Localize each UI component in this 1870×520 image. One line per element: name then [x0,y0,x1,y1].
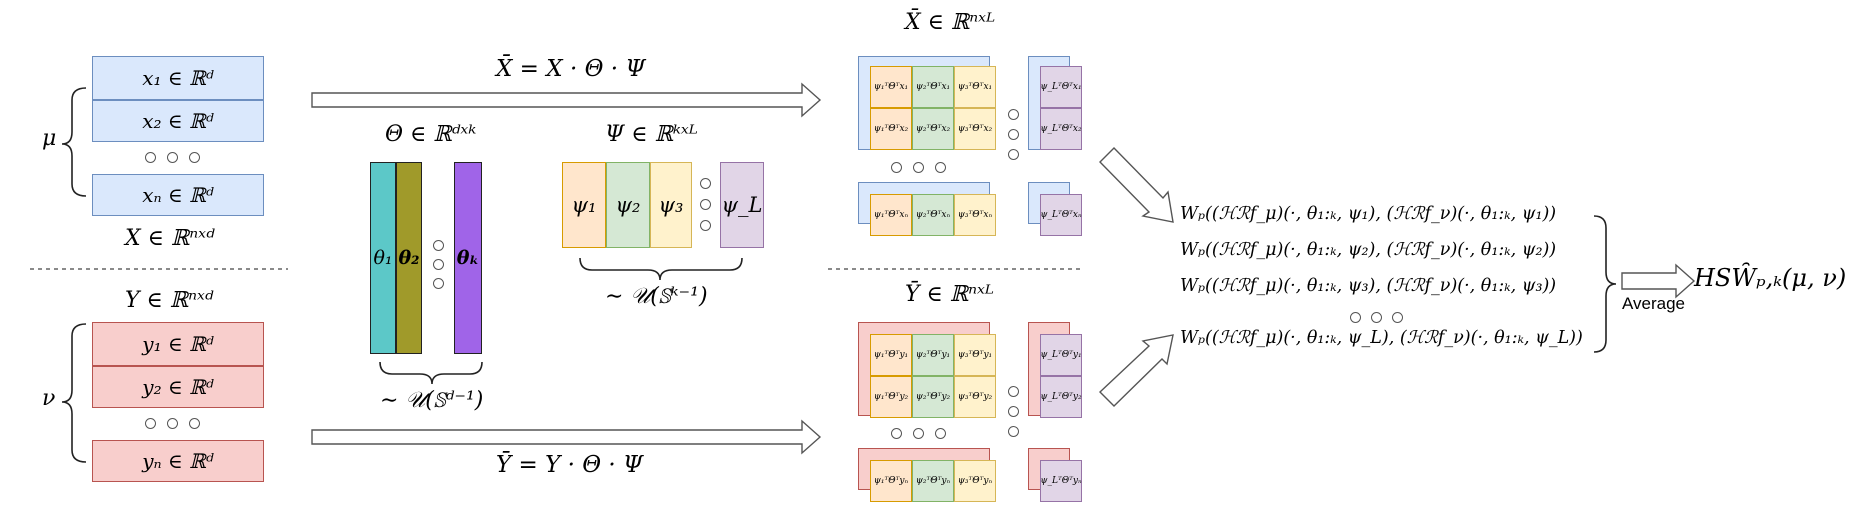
xbar-col-ellipsis-dot [1008,109,1019,120]
x-matrix-label: X ∈ ℝⁿˣᵈ [125,226,215,251]
psi-brace [579,257,743,281]
xbar-row-ellipsis-dot [935,162,946,173]
xbar-cell: ψ₂ᵀΘᵀx₁ [912,66,954,108]
y-ellipsis-dot [145,418,156,429]
ybar-col-ellipsis-dot [1008,426,1019,437]
nu-label: ν [42,386,56,411]
xbar-row-ellipsis-dot [891,162,902,173]
top-projection-arrow [311,82,822,118]
ybar-col-ellipsis-dot [1008,386,1019,397]
bottom-projection-arrow [311,419,822,455]
xbar-cell: ψ₁ᵀΘᵀx₂ [870,108,912,150]
xbar-cell: ψ₂ᵀΘᵀxₙ [912,194,954,236]
equation-psi-1: Wₚ((ℋℛf_μ)(·, θ₁:ₖ, ψ₁), (ℋℛf_ν)(·, θ₁:ₖ… [1180,204,1557,224]
ybar-row-ellipsis-dot [935,428,946,439]
x-ellipsis-dot [145,152,156,163]
y-row-n: yₙ ∈ ℝᵈ [92,440,264,482]
ybar-cell: ψ_LᵀΘᵀy₁ [1040,334,1082,376]
ybar-cell: ψ₂ᵀΘᵀy₂ [912,376,954,418]
psi-col-L: ψ_L [720,162,764,248]
theta-col-1: θ₁ [370,162,396,354]
xbar-cell: ψ₃ᵀΘᵀx₁ [954,66,996,108]
xbar-title: X̄ ∈ ℝⁿˣᴸ [905,10,996,35]
ybar-cell: ψ₁ᵀΘᵀyₙ [870,460,912,502]
theta-ellipsis-dot [433,240,444,251]
nu-brace [61,323,87,463]
average-label: Average [1622,294,1686,313]
xbar-col-ellipsis-dot [1008,129,1019,140]
ybar-col-ellipsis-dot [1008,406,1019,417]
y-row-1: y₁ ∈ ℝᵈ [92,322,264,366]
ybar-cell: ψ₃ᵀΘᵀy₂ [954,376,996,418]
psi-ellipsis-dot [700,199,711,210]
ybar-title: Ȳ ∈ ℝⁿˣᴸ [905,282,994,307]
psi-col-3: ψ₃ [650,162,692,248]
x-ellipsis-dot [167,152,178,163]
average-arrow [1621,263,1696,299]
theta-ellipsis-dot [433,259,444,270]
equation-psi-2: Wₚ((ℋℛf_μ)(·, θ₁:ₖ, ψ₂), (ℋℛf_ν)(·, θ₁:ₖ… [1180,240,1557,260]
ybar-cell: ψ₂ᵀΘᵀy₁ [912,334,954,376]
xbar-cell: ψ_LᵀΘᵀxₙ [1040,194,1082,236]
theta-col-2: θ₂ [396,162,422,354]
x-row-1: x₁ ∈ ℝᵈ [92,56,264,100]
theta-title: Θ ∈ ℝᵈˣᵏ [385,122,477,147]
ybar-cell: ψ₁ᵀΘᵀy₁ [870,334,912,376]
theta-brace [379,361,483,385]
xbar-cell: ψ₁ᵀΘᵀxₙ [870,194,912,236]
ybar-cell: ψ₃ᵀΘᵀy₁ [954,334,996,376]
x-row-n: xₙ ∈ ℝᵈ [92,174,264,216]
theta-col-k: θₖ [454,162,482,354]
x-row-2: x₂ ∈ ℝᵈ [92,100,264,142]
xbar-row-ellipsis-dot [913,162,924,173]
equation-ellipsis-dot [1371,312,1382,323]
xbar-cell: ψ₃ᵀΘᵀx₂ [954,108,996,150]
ybar-to-equations-arrow [1098,334,1174,407]
equations-brace [1593,215,1617,353]
theta-ellipsis-dot [433,278,444,289]
ybar-row-ellipsis-dot [913,428,924,439]
equation-psi-3: Wₚ((ℋℛf_μ)(·, θ₁:ₖ, ψ₃), (ℋℛf_ν)(·, θ₁:ₖ… [1180,276,1557,296]
ybar-cell: ψ₂ᵀΘᵀyₙ [912,460,954,502]
equation-psi-L: Wₚ((ℋℛf_μ)(·, θ₁:ₖ, ψ_L), (ℋℛf_ν)(·, θ₁:… [1180,328,1583,348]
psi-distribution: ∼ 𝒰(𝕊ᵏ⁻¹) [605,284,708,309]
x-ellipsis-dot [189,152,200,163]
psi-ellipsis-dot [700,178,711,189]
ybar-cell: ψ_LᵀΘᵀyₙ [1040,460,1082,502]
y-ellipsis-dot [167,418,178,429]
bottom-projection-formula: Ȳ = Y · Θ · Ψ [496,452,644,478]
y-ellipsis-dot [189,418,200,429]
y-matrix-label: Y ∈ ℝⁿˣᵈ [125,288,214,313]
xbar-cell: ψ₁ᵀΘᵀx₁ [870,66,912,108]
ybar-cell: ψ₁ᵀΘᵀy₂ [870,376,912,418]
ybar-cell: ψ_LᵀΘᵀy₂ [1040,376,1082,418]
psi-ellipsis-dot [700,220,711,231]
xbar-cell: ψ₂ᵀΘᵀx₂ [912,108,954,150]
psi-title: Ψ ∈ ℝᵏˣᴸ [605,122,698,147]
xbar-cell: ψ₃ᵀΘᵀxₙ [954,194,996,236]
xbar-cell: ψ_LᵀΘᵀx₁ [1040,66,1082,108]
y-row-2: y₂ ∈ ℝᵈ [92,366,264,408]
ybar-row-ellipsis-dot [891,428,902,439]
equation-ellipsis-dot [1350,312,1361,323]
xbar-cell: ψ_LᵀΘᵀx₂ [1040,108,1082,150]
equation-ellipsis-dot [1392,312,1403,323]
xbar-to-equations-arrow [1099,147,1174,223]
theta-distribution: ∼ 𝒰(𝕊ᵈ⁻¹) [380,388,484,413]
mu-brace [61,87,87,197]
mu-label: μ [42,126,57,151]
top-projection-formula: X̄ = X · Θ · Ψ [496,56,646,82]
result-estimator: HSW̑ₚ,ₖ(μ, ν) [1694,264,1847,292]
psi-col-1: ψ₁ [562,162,606,248]
ybar-cell: ψ₃ᵀΘᵀyₙ [954,460,996,502]
psi-col-2: ψ₂ [606,162,650,248]
xbar-col-ellipsis-dot [1008,149,1019,160]
